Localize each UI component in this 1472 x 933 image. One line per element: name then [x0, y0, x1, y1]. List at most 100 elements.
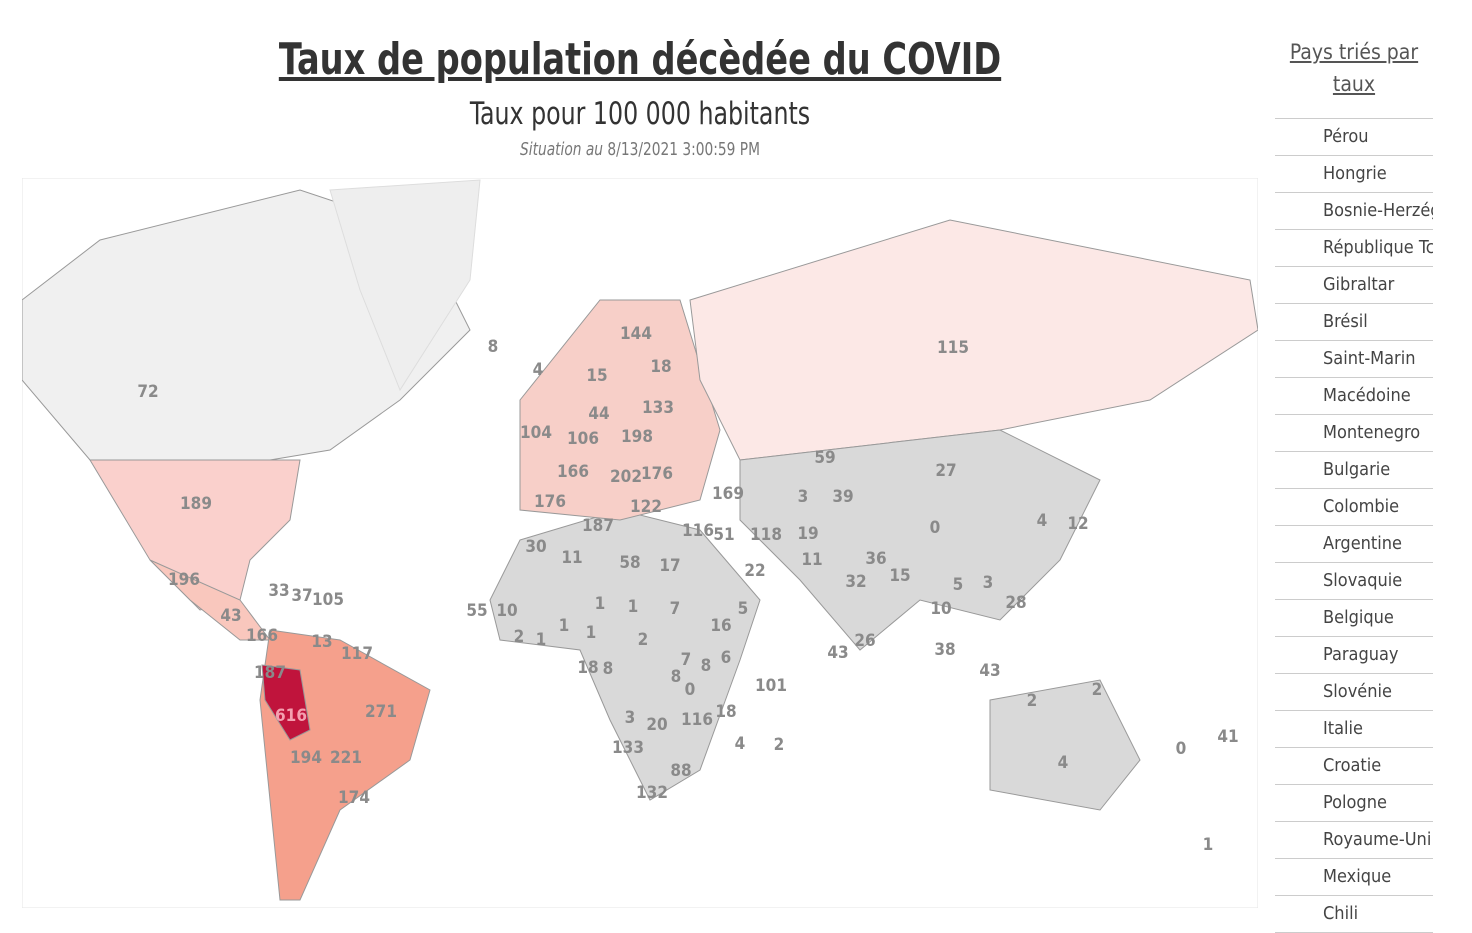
map-label: 18: [715, 702, 736, 722]
subtitle: Taux pour 100 000 habitants: [469, 96, 811, 132]
map-label: 8: [603, 659, 614, 679]
map-label: 105: [312, 590, 344, 610]
map-label: 194: [290, 748, 322, 768]
map-label: 38: [934, 640, 955, 660]
map-label: 174: [338, 788, 370, 808]
country-item[interactable]: Saint-Marin: [1275, 341, 1433, 378]
country-item[interactable]: Argentine: [1275, 526, 1433, 563]
map-label: 22: [744, 561, 765, 581]
map-label: 4: [1037, 511, 1048, 531]
map-label: 16: [710, 616, 731, 636]
country-item[interactable]: Pologne: [1275, 785, 1433, 822]
sidebar-title: Pays triés par taux: [1289, 40, 1419, 96]
map-label: 5: [953, 575, 964, 595]
country-item[interactable]: Gibraltar: [1275, 267, 1433, 304]
country-item[interactable]: République Tchèque: [1275, 230, 1433, 267]
title: Taux de population décèdée du COVID: [278, 34, 1002, 85]
map-label: 166: [557, 462, 589, 482]
country-item[interactable]: Slovénie: [1275, 674, 1433, 711]
map-label: 11: [801, 550, 822, 570]
map-label: 2: [638, 630, 649, 650]
country-item[interactable]: Slovaquie: [1275, 563, 1433, 600]
map-label: 1: [628, 597, 639, 617]
map-label: 101: [755, 676, 787, 696]
map-label: 169: [712, 484, 744, 504]
map-label: 1: [559, 616, 570, 636]
map-label: 221: [330, 748, 362, 768]
map-label: 10: [930, 599, 951, 619]
map-label: 116: [682, 521, 714, 541]
map-label: 32: [845, 572, 866, 592]
map-label: 15: [586, 366, 607, 386]
map-label: 12: [1067, 514, 1088, 534]
status: Situation au 8/13/2021 3:00:59 PM: [215, 139, 1065, 160]
map-label: 117: [341, 644, 373, 664]
map-label: 33: [268, 581, 289, 601]
map-label: 104: [520, 423, 552, 443]
map-label: 2: [1092, 680, 1103, 700]
map-label: 8: [488, 337, 499, 357]
map-label: 616: [275, 706, 307, 726]
map-label: 176: [641, 464, 673, 484]
country-item[interactable]: Pérou: [1275, 119, 1433, 156]
map-label: 19: [797, 524, 818, 544]
map-label: 3: [798, 487, 809, 507]
status-time: 8/13/2021 3:00:59 PM: [607, 139, 760, 160]
country-item[interactable]: Montenegro: [1275, 415, 1433, 452]
map-label: 0: [685, 680, 696, 700]
country-item[interactable]: Royaume-Uni: [1275, 822, 1433, 859]
country-item[interactable]: Mexique: [1275, 859, 1433, 896]
map-label: 176: [534, 492, 566, 512]
map-label: 59: [814, 448, 835, 468]
map-label: 3: [625, 708, 636, 728]
map-label: 44: [588, 404, 609, 424]
map-label: 198: [621, 427, 653, 447]
country-item[interactable]: Hongrie: [1275, 156, 1433, 193]
map-label: 187: [582, 516, 614, 536]
map-label: 55: [466, 601, 487, 621]
map-label: 72: [137, 382, 158, 402]
map-label: 271: [365, 702, 397, 722]
country-item[interactable]: Belgique: [1275, 600, 1433, 637]
map-label: 36: [865, 549, 886, 569]
country-item[interactable]: Bosnie-Herzégovine: [1275, 193, 1433, 230]
map-label: 0: [930, 518, 941, 538]
map-label: 118: [750, 525, 782, 545]
country-item[interactable]: Macédoine: [1275, 378, 1433, 415]
map-label: 196: [168, 570, 200, 590]
map-label: 8: [701, 656, 712, 676]
map-label: 1: [595, 594, 606, 614]
country-item[interactable]: Paraguay: [1275, 637, 1433, 674]
map-label: 116: [681, 710, 713, 730]
country-item[interactable]: Bulgarie: [1275, 452, 1433, 489]
map-label: 28: [1005, 593, 1026, 613]
map-label: 1: [536, 630, 547, 650]
map-label: 7: [681, 650, 692, 670]
map-label: 27: [935, 461, 956, 481]
map-label: 18: [577, 658, 598, 678]
map-label: 122: [630, 497, 662, 517]
country-item[interactable]: Colombie: [1275, 489, 1433, 526]
map-label: 0: [1176, 739, 1187, 759]
map-label: 37: [291, 586, 312, 606]
country-item[interactable]: Italie: [1275, 711, 1433, 748]
map-label: 43: [979, 661, 1000, 681]
status-label: Situation au: [520, 139, 604, 160]
map-label: 15: [889, 566, 910, 586]
map-label: 132: [636, 783, 668, 803]
map-label: 17: [659, 556, 680, 576]
map-label: 8: [671, 667, 682, 687]
map-label: 43: [220, 606, 241, 626]
map-label: 58: [619, 553, 640, 573]
map-label: 5: [738, 599, 749, 619]
sidebar: Pays triés par taux Pérou Hongrie Bosnie-H…: [1275, 36, 1433, 933]
country-item[interactable]: Brésil: [1275, 304, 1433, 341]
country-item[interactable]: Croatie: [1275, 748, 1433, 785]
country-item[interactable]: Chili: [1275, 896, 1433, 933]
map-label: 41: [1217, 727, 1238, 747]
map-label: 7: [670, 599, 681, 619]
map-label: 133: [612, 738, 644, 758]
map-label: 133: [642, 398, 674, 418]
map-label: 51: [713, 525, 734, 545]
